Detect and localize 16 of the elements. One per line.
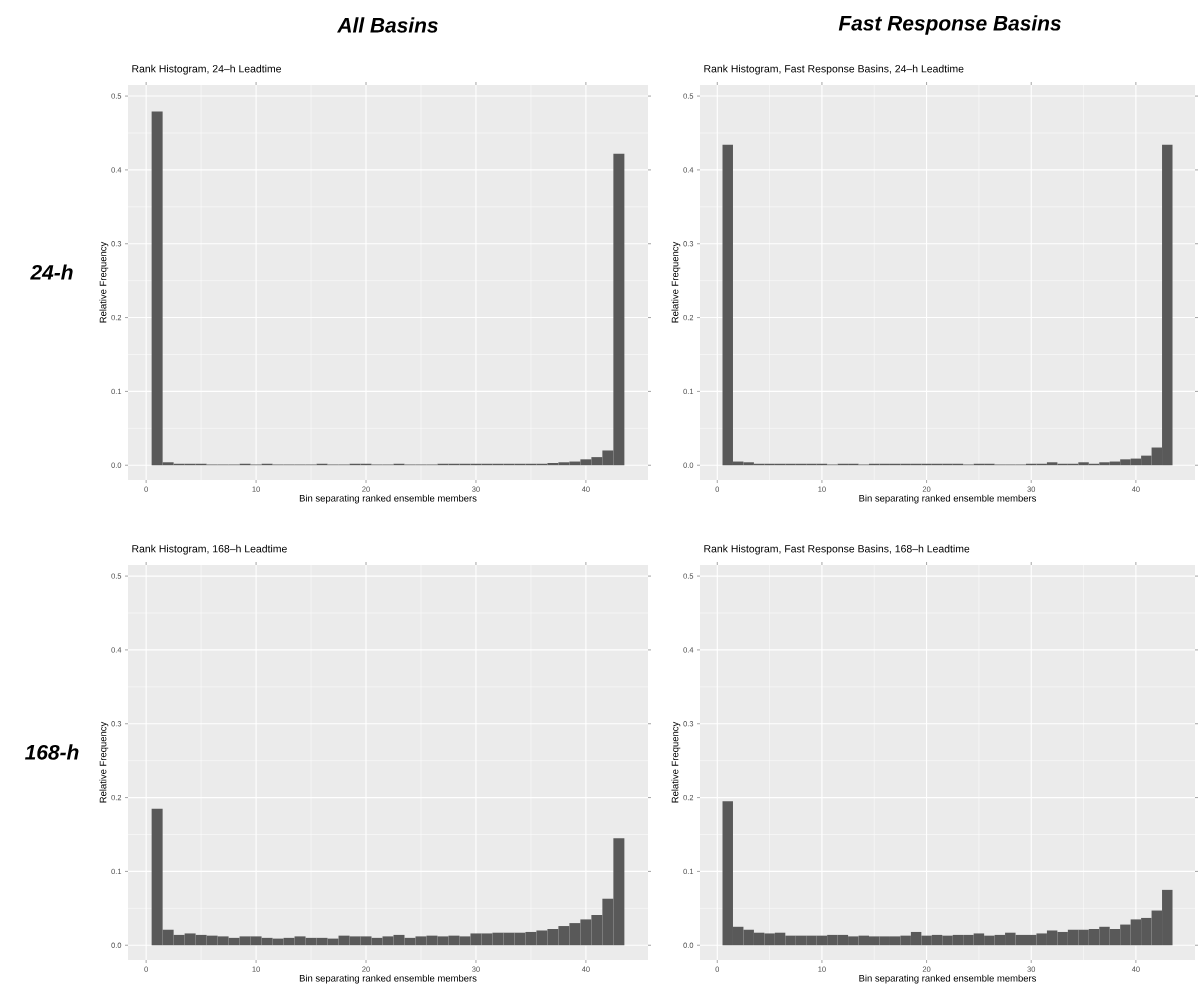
chart-title: Rank Histogram, Fast Response Basins, 24–h Leadtime [704, 64, 964, 75]
x-axis-title: Bin separating ranked ensemble members [859, 494, 1037, 504]
x-axis-title: Bin separating ranked ensemble members [299, 494, 477, 504]
y-axis-title: Relative Frequency [671, 721, 681, 803]
text: All Basins [337, 17, 438, 33]
x-axis-title: Bin separating ranked ensemble members [299, 974, 477, 984]
y-axis-title: Relative Frequency [99, 241, 109, 323]
x-axis-title: Bin separating ranked ensemble members [859, 974, 1037, 984]
chart-title: Rank Histogram, 24–h Leadtime [132, 64, 282, 75]
y-axis-title: Relative Frequency [99, 721, 109, 803]
y-axis-title: Relative Frequency [671, 241, 681, 323]
chart-title: Rank Histogram, 168–h Leadtime [132, 544, 287, 555]
text: Fast Response Basins [838, 15, 1061, 35]
text: 24-h [30, 264, 73, 280]
text: 168-h [25, 744, 79, 760]
chart-title: Rank Histogram, Fast Response Basins, 168–h Leadtime [704, 544, 970, 555]
